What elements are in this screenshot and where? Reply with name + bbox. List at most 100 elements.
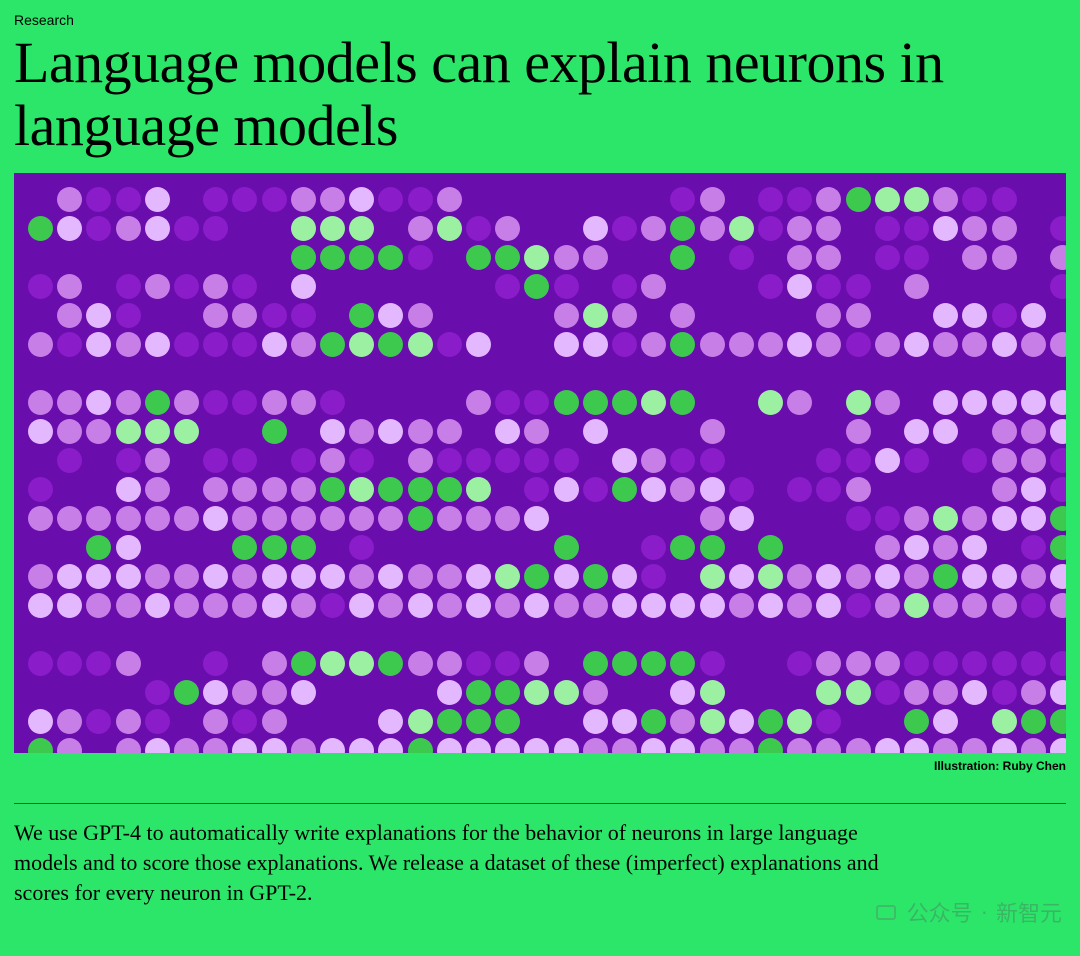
- neuron-dot: [816, 680, 841, 705]
- neuron-dot: [1050, 593, 1066, 618]
- neuron-dot: [933, 593, 958, 618]
- neuron-dot: [232, 187, 257, 212]
- neuron-dot: [437, 651, 462, 676]
- neuron-dot: [992, 332, 1017, 357]
- neuron-dot: [1050, 448, 1066, 473]
- neuron-dot: [583, 709, 608, 734]
- neuron-dot: [962, 535, 987, 560]
- neuron-dot: [962, 216, 987, 241]
- neuron-dot: [291, 506, 316, 531]
- neuron-dot: [787, 245, 812, 270]
- wechat-watermark: 公众号 · 新智元: [869, 896, 1062, 928]
- neuron-dot: [232, 680, 257, 705]
- neuron-dot: [875, 448, 900, 473]
- neuron-dot: [787, 477, 812, 502]
- neuron-dot: [700, 680, 725, 705]
- neuron-dot: [554, 332, 579, 357]
- neuron-dot: [700, 651, 725, 676]
- neuron-dot: [729, 709, 754, 734]
- neuron-dot: [57, 419, 82, 444]
- neuron-dot: [1021, 651, 1046, 676]
- neuron-dot: [57, 738, 82, 753]
- neuron-dot: [116, 216, 141, 241]
- category-label[interactable]: Research: [14, 12, 1066, 28]
- neuron-dot: [962, 448, 987, 473]
- neuron-dot: [1021, 477, 1046, 502]
- neuron-dot: [1021, 506, 1046, 531]
- neuron-dot: [729, 593, 754, 618]
- neuron-dot: [203, 332, 228, 357]
- neuron-dot: [203, 303, 228, 328]
- neuron-dot: [700, 419, 725, 444]
- neuron-dot: [174, 274, 199, 299]
- neuron-dot: [554, 448, 579, 473]
- neuron-dot: [262, 651, 287, 676]
- neuron-dot: [1021, 419, 1046, 444]
- neuron-dot: [758, 564, 783, 589]
- neuron-dot: [495, 274, 520, 299]
- neuron-dot: [466, 448, 491, 473]
- neuron-dot: [758, 535, 783, 560]
- neuron-dot: [116, 448, 141, 473]
- neuron-dot: [349, 506, 374, 531]
- illustration-caption: Illustration: Ruby Chen: [14, 759, 1066, 773]
- neuron-dot: [145, 448, 170, 473]
- neuron-dot: [992, 187, 1017, 212]
- neuron-dot: [57, 187, 82, 212]
- neuron-dot: [232, 390, 257, 415]
- neuron-dot: [232, 564, 257, 589]
- neuron-dot: [408, 448, 433, 473]
- neuron-dot: [262, 738, 287, 753]
- neuron-dot: [203, 477, 228, 502]
- neuron-dot: [992, 506, 1017, 531]
- neuron-dot: [641, 274, 666, 299]
- neuron-dot: [291, 274, 316, 299]
- neuron-dot: [320, 419, 345, 444]
- neuron-dot: [203, 564, 228, 589]
- neuron-dot: [875, 390, 900, 415]
- neuron-dot: [992, 709, 1017, 734]
- neuron-dot: [875, 564, 900, 589]
- neuron-dot: [992, 564, 1017, 589]
- neuron-dot: [816, 738, 841, 753]
- neuron-dot: [116, 332, 141, 357]
- neuron-dot: [145, 274, 170, 299]
- neuron-dot: [729, 506, 754, 531]
- neuron-dot: [641, 332, 666, 357]
- neuron-dot: [846, 187, 871, 212]
- neuron-dot: [524, 564, 549, 589]
- neuron-dot: [408, 187, 433, 212]
- neuron-dot: [86, 390, 111, 415]
- neuron-dot: [349, 245, 374, 270]
- neuron-dot: [787, 187, 812, 212]
- neuron-dot: [612, 332, 637, 357]
- neuron-dot: [846, 738, 871, 753]
- neuron-dot: [378, 187, 403, 212]
- neuron-dot: [933, 390, 958, 415]
- neuron-dot: [174, 738, 199, 753]
- neuron-dot: [437, 448, 462, 473]
- neuron-dot: [670, 680, 695, 705]
- neuron-dot: [437, 506, 462, 531]
- neuron-dot: [612, 303, 637, 328]
- neuron-dot: [232, 448, 257, 473]
- neuron-dot: [962, 680, 987, 705]
- neuron-dot: [583, 390, 608, 415]
- neuron-dot: [670, 216, 695, 241]
- neuron-dot: [28, 390, 53, 415]
- neuron-dot: [641, 477, 666, 502]
- neuron-dot: [291, 448, 316, 473]
- neuron-dot: [1050, 680, 1066, 705]
- neuron-dot: [933, 680, 958, 705]
- neuron-dot: [232, 709, 257, 734]
- neuron-dot: [962, 303, 987, 328]
- neuron-dot: [349, 564, 374, 589]
- neuron-dot: [933, 303, 958, 328]
- neuron-dot: [378, 506, 403, 531]
- neuron-dot: [320, 477, 345, 502]
- neuron-dot: [612, 274, 637, 299]
- neuron-dot: [116, 303, 141, 328]
- neuron-dot: [583, 738, 608, 753]
- neuron-dot: [86, 332, 111, 357]
- neuron-dot: [466, 593, 491, 618]
